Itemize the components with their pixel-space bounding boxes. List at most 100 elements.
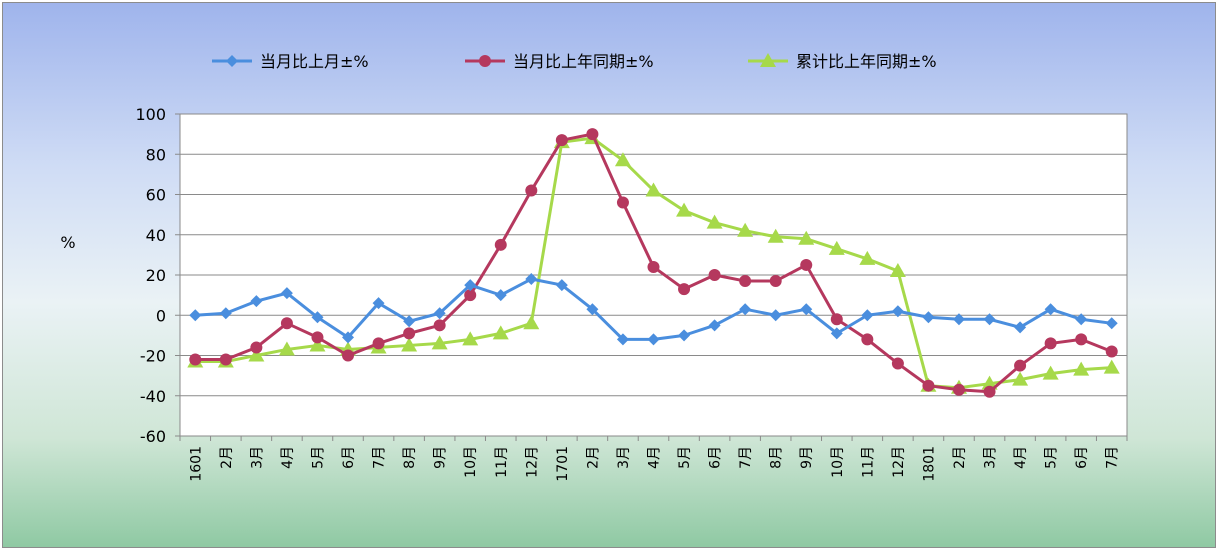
legend-item-1: 当月比上月±% [212, 52, 369, 71]
x-tick-label: 2月 [952, 446, 968, 469]
series-3-point [248, 347, 265, 362]
series-3-point [859, 250, 876, 265]
series-1-point [861, 309, 874, 322]
x-tick-label: 4月 [280, 446, 296, 469]
x-tick-label: 12月 [891, 446, 907, 478]
y-tick-label: 100 [135, 105, 166, 124]
series-1-point [250, 295, 263, 308]
x-tick-label: 11月 [494, 446, 510, 478]
legend-item-3: 累计比上年同期±% [748, 52, 937, 71]
series-1-point [464, 279, 477, 292]
series-1-point [433, 307, 446, 320]
series-2-point [616, 196, 629, 209]
series-3-point [278, 341, 295, 356]
series-2-point [922, 379, 935, 392]
series-1-point [830, 327, 843, 340]
series-1-point [311, 311, 324, 324]
y-tick-label: 60 [146, 186, 166, 205]
series-1-point [1105, 317, 1118, 330]
series-1-point [189, 309, 202, 322]
series-3-point [828, 240, 845, 255]
series-1-point [983, 313, 996, 326]
series-3-point [614, 152, 631, 167]
series-1-point [1044, 303, 1057, 316]
legend-marker [760, 53, 776, 67]
series-1-point [708, 319, 721, 332]
series-layer [187, 128, 1120, 398]
series-3-point [1012, 371, 1029, 386]
series-2-point [189, 353, 202, 366]
series-1-point [525, 273, 538, 286]
series-1-point [922, 311, 935, 324]
series-2-point [1105, 345, 1118, 358]
x-tick-label: 5月 [310, 446, 326, 469]
y-tick-label: 0 [156, 306, 166, 325]
x-tick-label: 3月 [616, 446, 632, 469]
series-2-point [342, 349, 355, 362]
series-2-point [1044, 337, 1057, 350]
series-1-point [280, 287, 293, 300]
series-2-point [769, 275, 782, 288]
series-2-point [403, 327, 416, 340]
series-3-point [798, 230, 815, 245]
x-tick-label: 5月 [677, 446, 693, 469]
series-3-point [889, 262, 906, 277]
series-2-point [525, 184, 538, 197]
legend-item-2: 当月比上年同期±% [465, 52, 654, 71]
x-tick-label: 6月 [708, 446, 724, 469]
gridlines [175, 113, 1128, 441]
series-2-point [555, 134, 568, 147]
series-3-point [462, 331, 479, 346]
series-2-point [891, 357, 904, 370]
series-1-point [555, 279, 568, 292]
x-tick-label: 4月 [647, 446, 663, 469]
legend-label: 当月比上年同期±% [513, 52, 654, 71]
x-tick-label: 9月 [433, 446, 449, 469]
series-3-point [767, 228, 784, 243]
y-tick-label: 20 [146, 266, 166, 285]
series-2-point [1075, 333, 1088, 346]
x-tick-label: 9月 [799, 446, 815, 469]
series-1-point [678, 329, 691, 342]
series-3-point [981, 375, 998, 390]
x-tick-label: 8月 [402, 446, 418, 469]
series-2-point [219, 353, 232, 366]
series-3-point [1042, 365, 1059, 380]
legend-label: 当月比上月±% [260, 52, 369, 71]
x-tick-label: 6月 [1074, 446, 1090, 469]
series-2-point [739, 275, 752, 288]
series-1-point [342, 331, 355, 344]
series-3-point [523, 315, 540, 330]
series-3-point [706, 214, 723, 229]
legend-label: 累计比上年同期±% [796, 52, 937, 71]
series-1-point [494, 289, 507, 302]
series-2-point [372, 337, 385, 350]
series-2-point [952, 383, 965, 396]
series-1-point [1014, 321, 1027, 334]
series-2-point [464, 289, 477, 302]
x-tick-label: 2月 [585, 446, 601, 469]
series-2-point [1014, 359, 1027, 372]
x-tick-label: 10月 [830, 446, 846, 478]
x-tick-label: 7月 [372, 446, 388, 469]
x-tick-label: 4月 [1013, 446, 1029, 469]
series-1-point [372, 297, 385, 310]
y-tick-label: 80 [146, 145, 166, 164]
series-1-point [891, 305, 904, 318]
series-2-point [861, 333, 874, 346]
series-3-point [309, 337, 326, 352]
series-2-point [830, 313, 843, 326]
y-axis-label: % [60, 233, 75, 252]
series-1-point [647, 333, 660, 346]
y-axis-ticks: 100 80 60 40 20 0 -20 -40 -60 [135, 105, 166, 446]
series-2-point [433, 319, 446, 332]
series-2 [189, 128, 1118, 398]
series-2-point [586, 128, 599, 141]
series-1-point [1075, 313, 1088, 326]
x-tick-label: 7月 [1105, 446, 1121, 469]
series-3-point [492, 325, 509, 340]
series-2-point [647, 260, 660, 273]
y-tick-label: -40 [140, 387, 166, 406]
x-tick-label: 7月 [738, 446, 754, 469]
